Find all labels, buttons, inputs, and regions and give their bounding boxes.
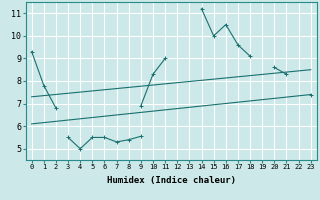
X-axis label: Humidex (Indice chaleur): Humidex (Indice chaleur) (107, 176, 236, 185)
